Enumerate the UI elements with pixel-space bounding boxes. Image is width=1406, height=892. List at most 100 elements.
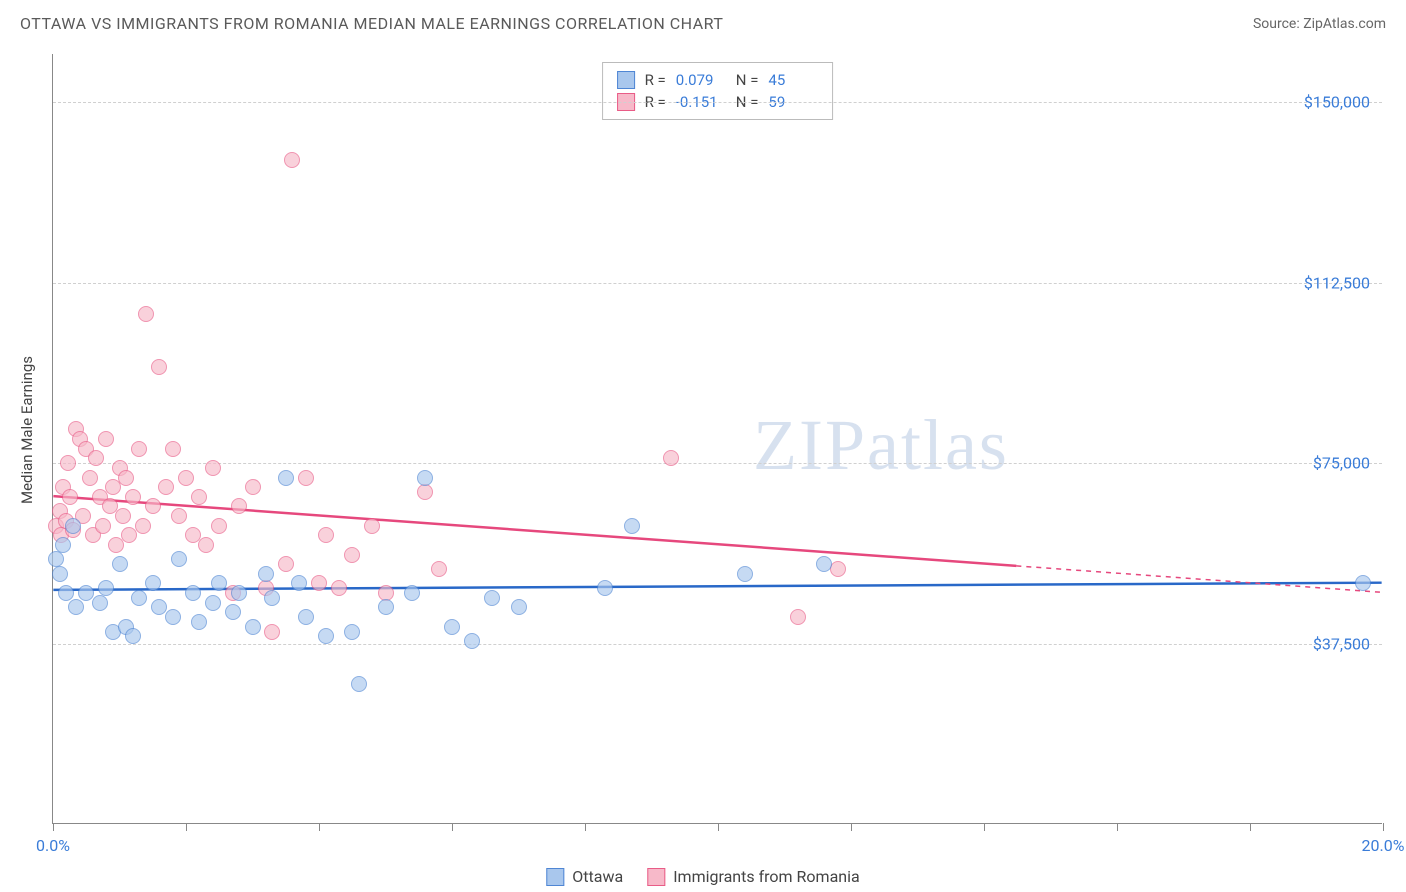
data-point — [444, 619, 460, 635]
trend-lines — [53, 54, 1382, 823]
chart-header: OTTAWA VS IMMIGRANTS FROM ROMANIA MEDIAN… — [0, 0, 1406, 43]
r-label: R = — [645, 71, 666, 89]
y-tick-label: $37,500 — [1313, 634, 1370, 653]
data-point — [331, 580, 347, 596]
data-point — [178, 470, 194, 486]
data-point — [198, 537, 214, 553]
data-point — [98, 580, 114, 596]
data-point — [318, 628, 334, 644]
y-tick-label: $75,000 — [1313, 454, 1370, 473]
data-point — [816, 556, 832, 572]
legend-item: Immigrants from Romania — [647, 867, 860, 886]
n-label: N = — [736, 71, 759, 89]
data-point — [151, 359, 167, 375]
data-point — [185, 585, 201, 601]
data-point — [55, 537, 71, 553]
x-tick — [718, 823, 719, 831]
data-point — [60, 455, 76, 471]
data-point — [138, 306, 154, 322]
data-point — [88, 450, 104, 466]
data-point — [145, 498, 161, 514]
data-point — [171, 508, 187, 524]
data-point — [68, 599, 84, 615]
data-point — [245, 479, 261, 495]
data-point — [165, 441, 181, 457]
data-point — [278, 470, 294, 486]
data-point — [171, 551, 187, 567]
x-tick — [319, 823, 320, 831]
x-tick — [186, 823, 187, 831]
y-axis-label: Median Male Earnings — [18, 356, 36, 504]
y-tick-label: $150,000 — [1304, 93, 1370, 112]
watermark: ZIPatlas — [753, 404, 1009, 487]
scatter-chart: ZIPatlas R =0.079N =45R =-0.151N =59 $37… — [52, 54, 1382, 824]
data-point — [364, 518, 380, 534]
chart-title: OTTAWA VS IMMIGRANTS FROM ROMANIA MEDIAN… — [20, 14, 723, 33]
y-tick-label: $112,500 — [1304, 273, 1370, 292]
data-point — [62, 489, 78, 505]
data-point — [624, 518, 640, 534]
data-point — [284, 152, 300, 168]
gridline — [53, 283, 1382, 284]
legend-item: Ottawa — [546, 867, 623, 886]
r-value: 0.079 — [676, 71, 726, 89]
data-point — [511, 599, 527, 615]
data-point — [318, 527, 334, 543]
data-point — [48, 551, 64, 567]
data-point — [98, 431, 114, 447]
data-point — [211, 575, 227, 591]
data-point — [52, 566, 68, 582]
legend-swatch — [647, 868, 665, 886]
x-tick-label: 0.0% — [36, 836, 70, 855]
data-point — [245, 619, 261, 635]
data-point — [311, 575, 327, 591]
data-point — [135, 518, 151, 534]
correlation-stats-box: R =0.079N =45R =-0.151N =59 — [602, 62, 834, 120]
data-point — [225, 604, 241, 620]
data-point — [464, 633, 480, 649]
data-point — [112, 556, 128, 572]
x-tick — [1250, 823, 1251, 831]
data-point — [484, 590, 500, 606]
data-point — [737, 566, 753, 582]
gridline — [53, 463, 1382, 464]
gridline — [53, 644, 1382, 645]
data-point — [278, 556, 294, 572]
data-point — [231, 498, 247, 514]
data-point — [298, 609, 314, 625]
data-point — [790, 609, 806, 625]
data-point — [264, 624, 280, 640]
data-point — [417, 470, 433, 486]
data-point — [131, 590, 147, 606]
data-point — [118, 470, 134, 486]
data-point — [1355, 575, 1371, 591]
data-point — [344, 547, 360, 563]
data-point — [351, 676, 367, 692]
data-point — [231, 585, 247, 601]
data-point — [131, 441, 147, 457]
x-tick-label: 20.0% — [1362, 836, 1405, 855]
x-tick — [851, 823, 852, 831]
x-tick — [1117, 823, 1118, 831]
data-point — [145, 575, 161, 591]
data-point — [125, 489, 141, 505]
x-tick — [984, 823, 985, 831]
chart-legend: Ottawa Immigrants from Romania — [546, 867, 859, 886]
data-point — [158, 479, 174, 495]
data-point — [125, 628, 141, 644]
series-swatch — [617, 71, 635, 89]
n-value: 45 — [768, 71, 818, 89]
data-point — [663, 450, 679, 466]
data-point — [95, 518, 111, 534]
legend-label: Ottawa — [572, 867, 623, 886]
data-point — [431, 561, 447, 577]
data-point — [264, 590, 280, 606]
data-point — [82, 470, 98, 486]
data-point — [378, 599, 394, 615]
legend-label: Immigrants from Romania — [673, 867, 860, 886]
x-tick — [585, 823, 586, 831]
data-point — [291, 575, 307, 591]
data-point — [298, 470, 314, 486]
data-point — [165, 609, 181, 625]
data-point — [258, 566, 274, 582]
